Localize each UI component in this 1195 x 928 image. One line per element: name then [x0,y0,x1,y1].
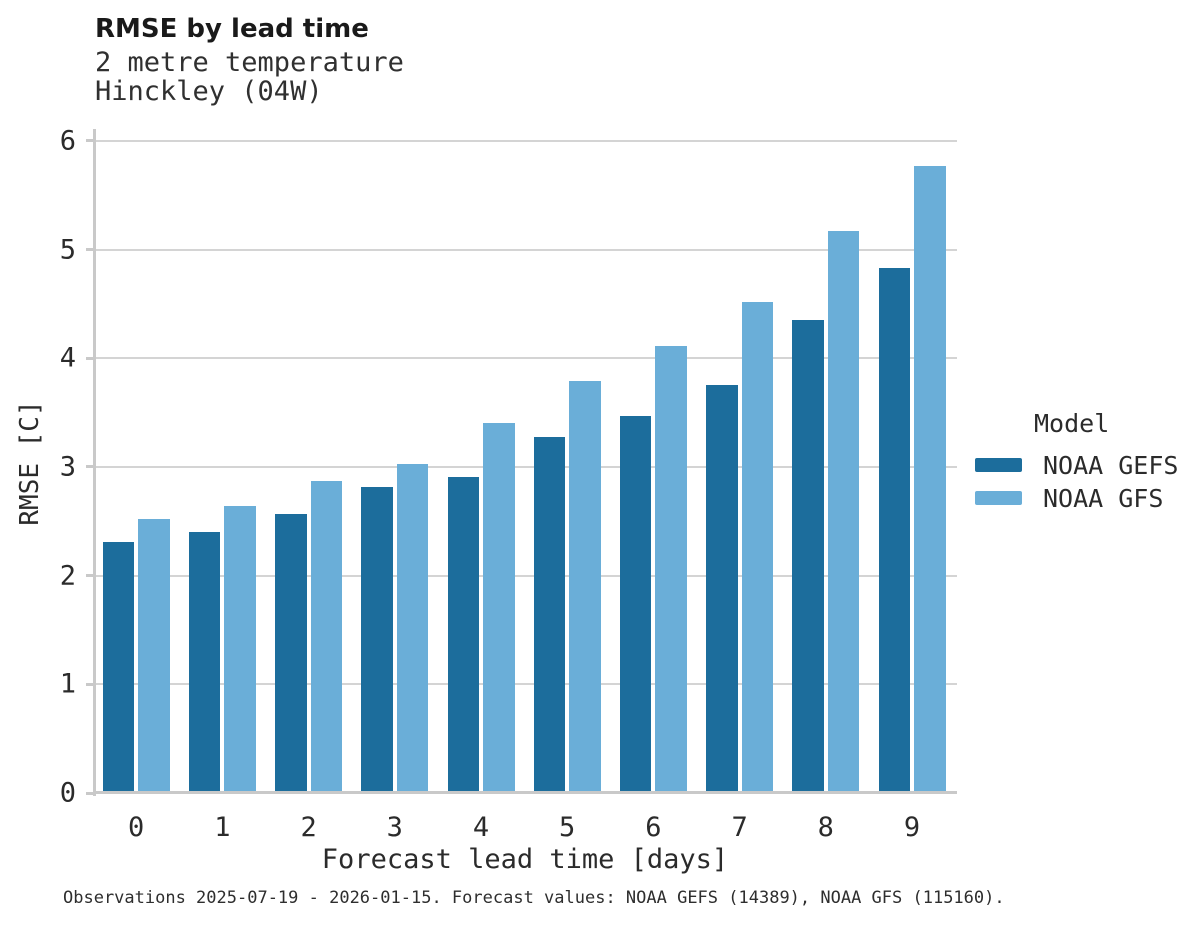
y-axis-spine [93,129,96,796]
bar-noaa-gfs-lead-1 [224,505,256,793]
bar-noaa-gefs-lead-8 [792,320,824,793]
x-tick-label-8: 8 [817,812,834,843]
x-axis-label: Forecast lead time [days] [321,844,729,875]
bar-noaa-gefs-lead-6 [619,415,652,793]
y-tick-label-6: 6 [59,125,76,157]
y-tick-label-1: 1 [59,668,76,700]
y-tick-mark-4 [86,356,93,360]
bar-noaa-gefs-lead-0 [102,541,135,793]
x-tick-label-9: 9 [903,812,921,843]
legend-swatch-noaa-gefs [975,458,1022,472]
y-tick-mark-6 [86,139,93,143]
y-tick-label-0: 0 [59,777,76,809]
x-tick-label-1: 1 [214,812,231,843]
bar-noaa-gefs-lead-3 [361,487,393,793]
gridline-y-3 [96,465,957,468]
y-tick-mark-1 [86,682,93,686]
x-tick-label-2: 2 [300,812,317,843]
legend-label-noaa-gefs: NOAA GEFS [1043,451,1179,480]
y-tick-label-5: 5 [59,234,76,266]
bar-noaa-gfs-lead-3 [396,463,429,793]
x-axis-spine [93,791,957,794]
x-tick-label-6: 6 [645,812,662,843]
y-tick-mark-5 [86,248,93,252]
x-tick-label-7: 7 [731,812,748,843]
chart-title: RMSE by lead time [95,14,369,44]
bar-noaa-gefs-lead-4 [447,476,479,793]
y-tick-label-4: 4 [59,342,76,374]
figure-caption: Observations 2025-07-19 - 2026-01-15. Fo… [63,888,1005,908]
subtitle-variable: 2 metre temperature [95,47,404,78]
y-tick-mark-3 [86,465,93,469]
bar-noaa-gfs-lead-5 [569,380,601,793]
x-tick-label-4: 4 [472,812,490,843]
gridline-y-2 [96,574,957,577]
bar-noaa-gfs-lead-4 [483,423,515,793]
plot-area: 0 1 2 3 4 5 6 0 1 2 3 4 5 6 7 8 9 [60,127,957,841]
y-tick-label-2: 2 [59,560,76,592]
gridline-y-1 [96,683,957,686]
y-tick-label-3: 3 [59,451,76,483]
x-tick-label-5: 5 [559,812,576,843]
bar-noaa-gefs-lead-9 [878,267,910,793]
gridline-y-5 [96,248,957,251]
x-tick-label-3: 3 [386,812,403,843]
chart-subtitle: 2 metre temperature Hinckley (04W) [95,48,404,106]
bar-noaa-gfs-lead-6 [655,346,687,793]
bar-noaa-gfs-lead-9 [914,165,946,793]
x-tick-label-0: 0 [128,812,145,843]
gridline-y-4 [96,357,957,360]
bar-noaa-gefs-lead-7 [706,385,738,793]
subtitle-station: Hinckley (04W) [95,76,323,107]
bar-noaa-gfs-lead-2 [310,480,343,793]
bar-noaa-gfs-lead-0 [138,518,170,793]
y-tick-mark-0 [86,791,93,795]
legend-swatch-noaa-gfs [975,491,1022,505]
y-tick-mark-2 [86,574,93,578]
bar-noaa-gfs-lead-8 [827,230,860,793]
bar-noaa-gefs-lead-1 [188,532,221,793]
bar-noaa-gefs-lead-2 [275,513,307,793]
gridline-y-6 [96,139,957,142]
legend-label-noaa-gfs: NOAA GFS [1043,484,1164,513]
bar-noaa-gfs-lead-7 [741,301,774,793]
legend-title: Model [1034,409,1110,438]
bar-noaa-gefs-lead-5 [533,437,566,793]
